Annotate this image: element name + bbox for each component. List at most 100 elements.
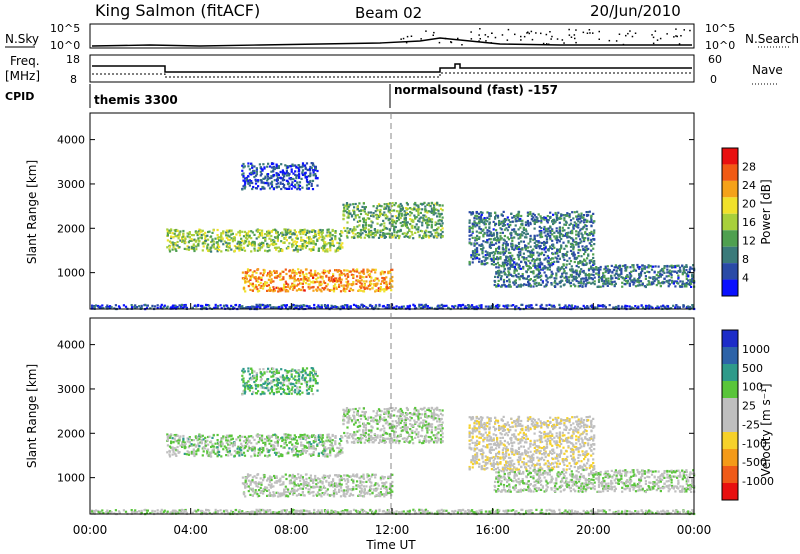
power-echo-cell: [260, 167, 263, 170]
power-echo-cell: [604, 265, 607, 268]
power-echo-cell: [270, 166, 274, 169]
power-echo-cell: [240, 241, 243, 244]
noise-search-dot: [478, 34, 480, 36]
power-echo-cell: [263, 187, 266, 190]
beam-title: Beam 02: [355, 4, 422, 22]
power-echo-cell: [198, 240, 201, 243]
power-echo-cell: [284, 228, 287, 231]
power-echo-cell: [314, 173, 317, 176]
power-echo-cell: [360, 285, 363, 288]
power-echo-cell: [245, 272, 248, 275]
power-echo-cell: [577, 280, 580, 283]
power-echo-cell: [618, 268, 622, 272]
power-echo-cell: [534, 264, 537, 268]
power-echo-cell: [641, 306, 644, 309]
power-echo-cell: [565, 279, 568, 282]
power-echo-cell: [182, 229, 185, 233]
power-echo-cell: [503, 234, 506, 238]
power-echo-cell: [515, 269, 518, 272]
power-echo-cell: [657, 274, 660, 277]
power-echo-cell: [488, 243, 491, 246]
power-echo-cell: [312, 285, 315, 289]
power-echo-cell: [662, 281, 665, 285]
power-echo-cell: [219, 304, 222, 307]
power-echo-cell: [267, 177, 270, 180]
power-echo-cell: [270, 170, 273, 173]
power-echo-cell: [551, 228, 554, 231]
power-echo-cell: [425, 222, 428, 225]
power-echo-cell: [492, 251, 495, 254]
power-echo-cell: [572, 240, 575, 243]
noise-search-dot: [549, 31, 551, 33]
power-echo-cell: [519, 252, 522, 255]
power-echo-cell: [525, 263, 528, 266]
velocity-echo-cell: [183, 452, 186, 455]
power-echo-cell: [688, 281, 691, 284]
power-echo-cell: [343, 272, 346, 276]
power-echo-cell: [426, 218, 429, 221]
power-echo-cell: [296, 174, 299, 177]
power-echo-cell: [586, 219, 589, 223]
power-echo-cell: [604, 270, 607, 274]
power-echo-cell: [505, 218, 508, 221]
power-echo-cell: [577, 251, 580, 254]
power-echo-cell: [375, 284, 378, 287]
power-echo-cell: [325, 285, 328, 288]
power-echo-cell: [346, 231, 349, 234]
power-echo-cell: [521, 219, 524, 222]
power-echo-cell: [437, 226, 440, 229]
power-echo-cell: [649, 264, 652, 268]
power-echo-cell: [653, 279, 656, 283]
power-echo-cell: [503, 251, 506, 255]
power-echo-cell: [505, 258, 508, 261]
power-echo-cell: [314, 243, 317, 246]
power-echo-cell: [476, 257, 479, 260]
power-echo-cell: [667, 275, 670, 278]
power-echo-cell: [299, 232, 302, 236]
nave-trace: [92, 72, 692, 78]
power-echo-cell: [563, 247, 566, 250]
power-echo-cell: [502, 219, 505, 222]
power-echo-cell: [657, 306, 660, 309]
power-echo-cell: [579, 259, 582, 263]
power-echo-cell: [378, 304, 381, 307]
power-echo-cell: [260, 304, 263, 307]
power-echo-cell: [214, 303, 217, 306]
power-echo-cell: [255, 173, 258, 176]
power-echo-cell: [438, 215, 441, 218]
power-echo-cell: [484, 226, 487, 229]
power-echo-cell: [654, 265, 657, 268]
power-echo-cell: [620, 269, 623, 273]
power-echo-cell: [352, 276, 355, 279]
power-ytick-label: 1000: [57, 267, 85, 280]
velocity-echo-cell: [193, 443, 196, 446]
power-echo-cell: [608, 304, 611, 307]
power-echo-cell: [242, 172, 245, 175]
power-echo-cell: [536, 240, 539, 243]
power-echo-cell: [259, 188, 262, 191]
velocity-echo-cell: [212, 445, 215, 448]
power-echo-cell: [685, 265, 688, 268]
power-echo-cell: [421, 304, 424, 307]
power-echo-cell: [387, 202, 390, 205]
power-ylabel: Slant Range [km]: [25, 160, 39, 264]
power-echo-cell: [597, 271, 601, 275]
power-echo-cell: [643, 267, 646, 270]
power-echo-cell: [498, 273, 501, 276]
power-echo-cell: [486, 241, 489, 244]
power-echo-cell: [308, 242, 311, 245]
power-echo-cell: [572, 244, 575, 247]
power-echo-cell: [349, 305, 352, 308]
velocity-echo-cell: [238, 436, 242, 439]
power-echo-cell: [436, 203, 439, 206]
power-echo-cell: [672, 304, 675, 307]
power-echo-cell: [599, 285, 602, 288]
power-echo-cell: [570, 273, 573, 276]
power-echo-cell: [502, 250, 505, 254]
power-echo-cell: [352, 275, 355, 278]
power-echo-cell: [399, 221, 402, 225]
power-echo-cell: [517, 276, 520, 279]
power-echo-cell: [391, 236, 394, 239]
power-echo-cell: [437, 234, 440, 237]
power-echo-cell: [346, 272, 349, 276]
